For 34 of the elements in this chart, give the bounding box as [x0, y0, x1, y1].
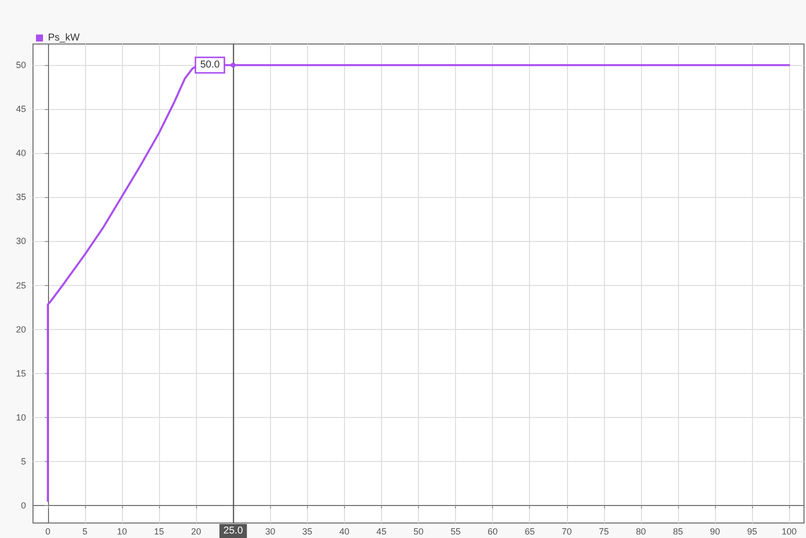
y-tick-label: 50 — [16, 60, 26, 70]
x-tick-label: 5 — [82, 526, 88, 536]
x-tick-label: 75 — [598, 526, 609, 536]
x-tick-label: 30 — [265, 526, 276, 536]
y-tick-label: 20 — [16, 324, 26, 334]
x-tick-label: 90 — [710, 526, 720, 536]
x-tick-label: 55 — [450, 526, 461, 536]
y-tick-label: 10 — [16, 412, 26, 422]
x-tick-label: 100 — [782, 526, 797, 536]
x-tick-label: 40 — [339, 526, 350, 536]
x-tick-label: 10 — [116, 526, 127, 536]
x-tick-label: 80 — [636, 526, 646, 536]
y-tick-label: 45 — [16, 104, 26, 114]
y-tick-label: 15 — [16, 368, 26, 378]
y-tick-label: 35 — [16, 192, 26, 202]
x-tick-label: 0 — [45, 526, 50, 536]
x-tick-label: 15 — [154, 526, 164, 536]
annotation: 50.0 — [200, 60, 220, 71]
ref-line-label: 25.0 — [223, 526, 244, 536]
x-tick-label: 50 — [413, 526, 424, 536]
x-tick-label: 65 — [524, 526, 535, 536]
x-tick-label: 35 — [302, 526, 312, 536]
x-tick-label: 45 — [376, 526, 386, 536]
y-tick-label: 30 — [16, 236, 26, 246]
x-tick-label: 85 — [672, 526, 683, 536]
x-tick-label: 20 — [191, 526, 202, 536]
legend-label: Ps_kW — [48, 32, 80, 44]
y-tick-label: 0 — [20, 500, 26, 510]
y-tick-label: 40 — [16, 148, 26, 158]
x-tick-label: 60 — [488, 526, 498, 536]
x-tick-label: 95 — [747, 526, 758, 536]
x-tick-label: 70 — [562, 526, 572, 536]
y-tick-label: 5 — [20, 456, 26, 466]
y-tick-label: 25 — [16, 280, 26, 290]
